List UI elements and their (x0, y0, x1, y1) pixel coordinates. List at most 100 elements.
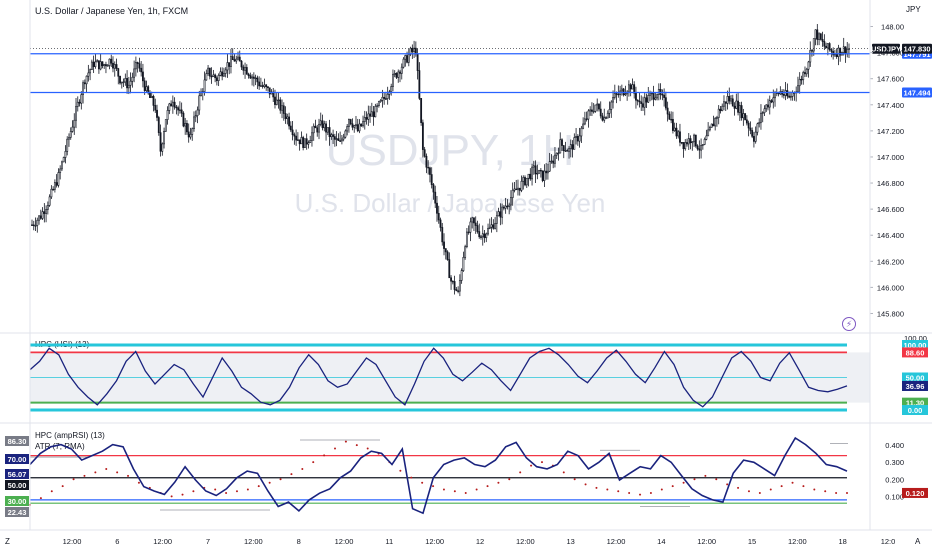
candle (631, 84, 634, 90)
candle (481, 233, 484, 238)
lightning-icon[interactable]: ⚡ (842, 317, 856, 331)
time-tick-label: 12:00 (63, 537, 82, 546)
candle (828, 43, 831, 50)
candle (613, 93, 616, 98)
candle (430, 174, 433, 185)
atr-dot (453, 490, 456, 493)
candle (277, 99, 280, 102)
candle (138, 63, 141, 69)
atr-dot (649, 491, 652, 494)
candle (677, 131, 680, 137)
price-tick-label: 147.000 (877, 153, 904, 162)
candle (367, 113, 370, 120)
candle (423, 149, 426, 157)
candle (758, 122, 761, 125)
candle (48, 196, 51, 206)
candle (571, 144, 574, 150)
price-pane[interactable]: U.S. Dollar / Japanese Yen, 1h, FXCM USD… (30, 5, 932, 318)
atr-dot (519, 471, 522, 474)
candle (666, 107, 669, 115)
candle (615, 93, 618, 95)
atr-dot (660, 488, 663, 491)
candle (844, 46, 847, 55)
auto-scale-button[interactable]: A (915, 537, 921, 546)
price-axis[interactable]: 148.00 147.800 147.600 147.400 147.200 147.00… (870, 23, 904, 319)
time-tick-label: 12:00 (244, 537, 263, 546)
candle (656, 94, 658, 99)
candle (652, 92, 655, 100)
candle (724, 101, 727, 104)
candle (38, 215, 40, 221)
candle (355, 124, 357, 126)
candle (774, 92, 776, 99)
candle (376, 105, 379, 107)
hsi-pane[interactable]: HPC (HSI) (13) 100.00 100.0088.6050.0011… (29, 334, 928, 415)
atr-dot (540, 461, 543, 464)
horizontal-lines[interactable]: 147.791 147.494 USDJPY 147.830 (30, 43, 932, 98)
atr-dot (127, 474, 130, 477)
candle (224, 69, 227, 74)
atr-dot (137, 481, 140, 484)
candle (682, 142, 685, 150)
candle (525, 177, 528, 186)
candle (499, 211, 502, 218)
candle (295, 135, 298, 141)
candle (760, 112, 762, 123)
candle (460, 270, 463, 281)
candle (143, 80, 146, 91)
candle (633, 84, 636, 94)
candle (605, 117, 607, 119)
candle (337, 138, 340, 141)
candle (173, 101, 176, 108)
candle (136, 62, 139, 64)
amprsi-pane[interactable]: HPC (ampRSI) (13) ATR (7, RMA) 86.30 70.0… (5, 431, 928, 517)
candle (811, 50, 813, 52)
candle (275, 99, 278, 105)
time-tick-label: 11 (385, 537, 393, 546)
candle (557, 152, 560, 155)
candle (554, 154, 556, 164)
candle (703, 139, 706, 145)
candle (166, 110, 169, 120)
candle (90, 61, 93, 70)
candle (397, 71, 400, 78)
candle (330, 134, 333, 138)
atr-dot (486, 485, 489, 488)
atr-dot (595, 486, 598, 489)
candle (689, 138, 692, 144)
candle (591, 109, 593, 112)
candle (289, 125, 292, 131)
candle (219, 71, 222, 76)
candle (381, 96, 384, 101)
candle (559, 139, 562, 154)
candle (705, 135, 708, 140)
candle (661, 94, 664, 96)
candle (624, 93, 627, 96)
atr-dot (301, 468, 304, 471)
candle (379, 100, 382, 103)
candle (654, 97, 657, 100)
candle (184, 123, 187, 127)
candle (133, 68, 136, 78)
candle (821, 39, 824, 42)
candle (457, 290, 460, 292)
candle (532, 165, 535, 168)
candle (259, 85, 262, 87)
price-tick-label: 145.800 (877, 309, 904, 318)
price-tick-label: 147.600 (877, 75, 904, 84)
atr-dot (737, 486, 740, 489)
candle (274, 96, 276, 105)
amprsi-left-badge (5, 469, 29, 479)
candle (747, 122, 750, 129)
candle (372, 111, 375, 118)
atr-dot (246, 488, 249, 491)
candle (578, 135, 581, 142)
candle (52, 188, 55, 191)
atr-dot (421, 481, 424, 484)
candle (332, 134, 335, 137)
price-tick-label: 146.400 (877, 231, 904, 240)
timezone-button[interactable]: Z (5, 537, 10, 546)
time-axis[interactable]: 12:00 6 12:00 7 12:00 8 12:00 11 12:00 12 12:00 13 1… (63, 537, 896, 546)
